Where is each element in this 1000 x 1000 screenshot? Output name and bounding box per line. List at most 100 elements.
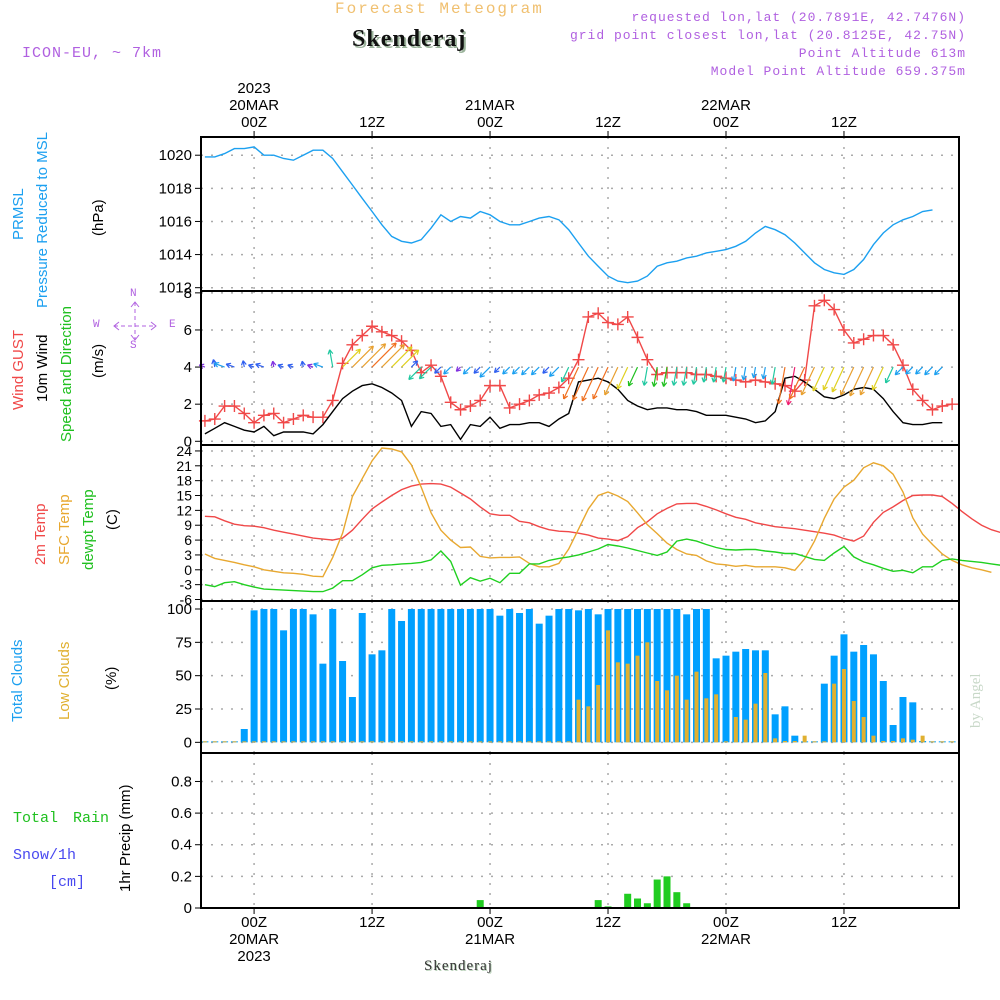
compass-south: S [130, 340, 137, 352]
gust-marker [425, 359, 438, 372]
wind-direction-arrow [560, 366, 570, 383]
low-clouds-bar [900, 738, 905, 743]
wind-direction-arrow [849, 366, 865, 397]
prmsl-line [204, 146, 933, 284]
low-clouds-bar [910, 739, 915, 743]
pressure-ytick-label: 1020 [159, 147, 192, 164]
time-tick-label: 22MAR 00Z [696, 97, 756, 131]
low-clouds-bar [763, 673, 768, 743]
wind-direction-arrow [871, 366, 884, 391]
low-clouds-bar [694, 671, 699, 743]
wind-direction-arrow [671, 366, 678, 386]
low-clouds-bar [792, 741, 797, 743]
snow-label: Snow/1h [13, 847, 77, 864]
rain-bar [643, 903, 651, 908]
low-clouds-bar-zero [566, 741, 571, 743]
low-clouds-bar-zero [281, 741, 286, 743]
temp-ytick-label: 21 [176, 458, 192, 474]
wind-direction-arrow [839, 366, 855, 396]
gust-marker [877, 329, 890, 342]
wind-direction-arrow [701, 366, 708, 383]
total-clouds-bar [299, 609, 307, 743]
temp-ytick-label: 15 [176, 488, 192, 504]
temp-ytick-label: 0 [184, 562, 192, 578]
wind-direction-arrow [248, 363, 255, 370]
compass-east: E [169, 319, 176, 331]
gust-marker [592, 307, 605, 320]
total-clouds-bar [742, 649, 750, 743]
low-clouds-bar [802, 735, 807, 743]
time-tick-line: 12Z [359, 114, 385, 131]
low-clouds-bar [861, 717, 866, 743]
low-clouds-bar-zero [497, 741, 502, 743]
station-name: Skenderaj [352, 26, 467, 52]
rain-bar [634, 898, 642, 908]
precip-panel: 0 0.2 0.4 0.6 0.8 [171, 752, 960, 917]
total-clouds-bar [732, 651, 740, 743]
compass-arrows-icon [113, 301, 157, 341]
low-clouds-bar-zero [507, 741, 512, 743]
clouds-ytick-label: 100 [167, 601, 192, 618]
low-clouds-bar-zero [812, 741, 817, 743]
temp-ytick-label: 18 [176, 473, 192, 489]
wind-direction-arrow [342, 348, 362, 368]
gust-marker [759, 375, 772, 388]
gust-marker [857, 333, 870, 346]
total-clouds-bar [535, 623, 543, 743]
temp-frame [200, 444, 960, 602]
total-clouds-bar [270, 609, 278, 743]
wind-direction-arrow [542, 366, 550, 374]
precip-ytick-label: 0.6 [171, 805, 192, 822]
total-clouds-bar [565, 609, 573, 743]
wind-direction-arrow [711, 366, 718, 383]
total-clouds-bar [348, 697, 356, 743]
gust-marker [208, 413, 221, 426]
wind-direction-arrow [391, 346, 413, 368]
time-tick-line: 20MAR [229, 931, 280, 948]
gust-marker [533, 388, 546, 401]
total-clouds-bar [516, 613, 524, 743]
time-tick-line: 2023 [237, 80, 271, 97]
total-clouds-bar [850, 651, 858, 743]
temp-ytick-label: 3 [184, 547, 192, 563]
time-tick-line: 00Z [477, 114, 503, 131]
low-clouds-bar [881, 741, 886, 743]
total-clouds-bar [889, 725, 897, 743]
precip-ytick-label: 0.8 [171, 773, 192, 790]
wind-direction-arrow [225, 362, 235, 369]
time-tick-line: 12Z [595, 114, 621, 131]
precip-ytick-label: 0 [184, 900, 192, 917]
temp-ytick-label: -6 [180, 592, 193, 608]
low-clouds-bar-zero [429, 741, 434, 743]
gust-marker [248, 416, 261, 429]
gust-marker [503, 401, 516, 414]
sfc-temp-line [204, 447, 992, 578]
time-tick-line: 2023 [237, 948, 271, 965]
pressure-ytick-label: 1014 [159, 247, 192, 264]
low-clouds-bar-zero [547, 741, 552, 743]
gust-marker [916, 394, 929, 407]
time-tick-label: 12Z [814, 914, 874, 931]
wind-direction-arrow [562, 366, 580, 400]
gust-marker [729, 374, 742, 387]
gust-marker [710, 370, 723, 383]
gust-marker [611, 318, 624, 331]
wind-ytick-label: 2 [184, 396, 192, 413]
temp-ytick-label: 6 [184, 532, 192, 548]
wind-direction-arrow [905, 366, 914, 375]
point-altitude: Point Altitude 613m [798, 46, 966, 61]
gust-marker [837, 323, 850, 336]
gust-marker [523, 394, 536, 407]
wind-direction-arrow [788, 366, 806, 400]
wind-direction-arrow [479, 366, 491, 378]
gust-marker [346, 338, 359, 351]
wind-direction-arrow [473, 366, 481, 374]
wind-direction-arrow [371, 342, 397, 368]
time-tick-line: 12Z [595, 914, 621, 931]
time-tick-line: 20MAR [229, 97, 280, 114]
time-tick-label: 12Z [342, 914, 402, 931]
wind-direction-arrow [741, 366, 747, 381]
low-clouds-bar-zero [438, 741, 443, 743]
total-clouds-bar [339, 661, 347, 743]
wind-direction-arrow [511, 366, 520, 375]
